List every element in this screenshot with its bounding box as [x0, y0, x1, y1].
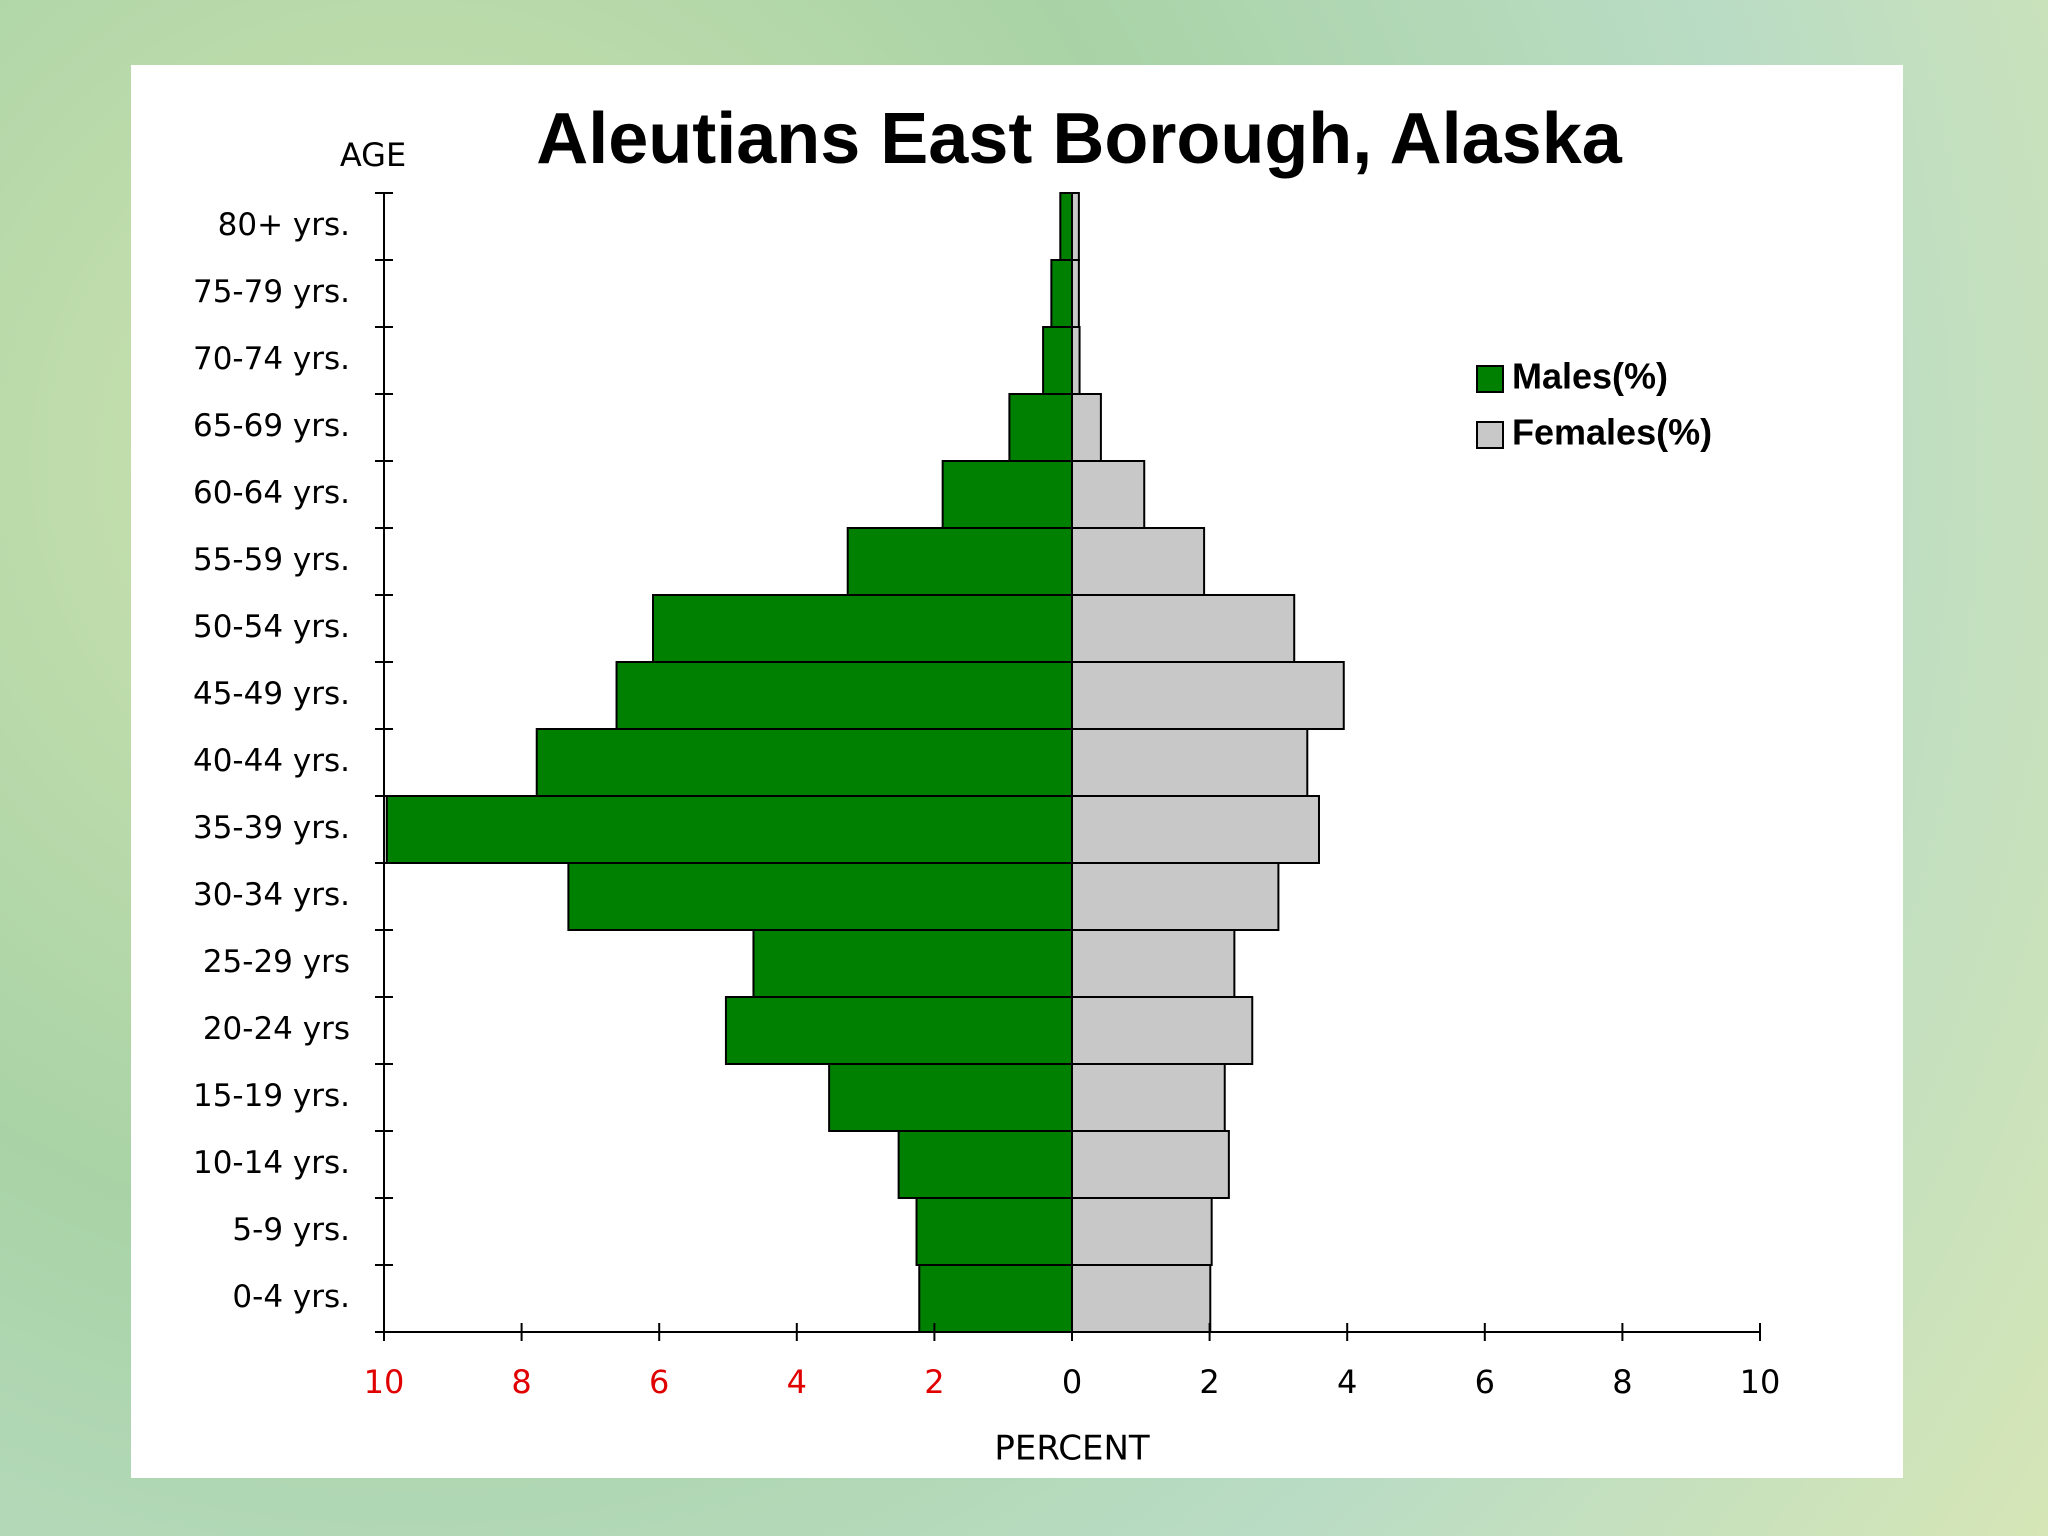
bar [1008, 393, 1074, 462]
y-tick-label: 80+ yrs. [218, 207, 350, 243]
bar [1071, 393, 1102, 462]
bar [846, 527, 1073, 596]
legend-swatch [1476, 421, 1504, 449]
y-tick-label: 55-59 yrs. [193, 542, 350, 578]
bar [1071, 594, 1296, 663]
y-tick-label: 0-4 yrs. [232, 1279, 350, 1315]
bar [828, 1063, 1073, 1132]
x-tick-label: 8 [1612, 1363, 1632, 1401]
bar [1071, 527, 1206, 596]
y-tick-label: 65-69 yrs. [193, 408, 350, 444]
bar [1071, 1264, 1212, 1333]
x-tick-label: 10 [1740, 1363, 1781, 1401]
bar [941, 460, 1073, 529]
bar [724, 996, 1073, 1065]
legend-label: Males(%) [1512, 356, 1668, 397]
legend-swatch [1476, 365, 1504, 393]
y-tick-label: 5-9 yrs. [232, 1212, 350, 1248]
y-tick-label: 75-79 yrs. [193, 274, 350, 310]
bar [1071, 929, 1236, 998]
y-tick-label: 50-54 yrs. [193, 609, 350, 645]
bar [1071, 795, 1320, 864]
x-tick-label: 6 [649, 1363, 669, 1401]
bar [615, 661, 1073, 730]
bar [1059, 192, 1073, 261]
y-tick-label: 25-29 yrs [203, 944, 350, 980]
y-tick-label: 45-49 yrs. [193, 676, 350, 712]
x-tick-label: 2 [924, 1363, 944, 1401]
y-tick-label: 70-74 yrs. [193, 341, 350, 377]
bar [385, 795, 1073, 864]
bar [1071, 661, 1345, 730]
bar [1071, 996, 1254, 1065]
y-tick-label: 30-34 yrs. [193, 877, 350, 913]
y-axis-label: AGE [340, 136, 406, 174]
x-tick-label: 4 [1337, 1363, 1357, 1401]
y-tick-label: 60-64 yrs. [193, 475, 350, 511]
bar [1071, 460, 1146, 529]
bar [652, 594, 1073, 663]
y-tick-label: 35-39 yrs. [193, 810, 350, 846]
y-tick-label: 40-44 yrs. [193, 743, 350, 779]
bar [1071, 192, 1080, 261]
bar [897, 1130, 1074, 1199]
bar [1071, 259, 1080, 328]
bar [567, 862, 1073, 931]
bar [1071, 326, 1081, 395]
bar [1071, 862, 1280, 931]
x-tick-label: 8 [511, 1363, 531, 1401]
x-tick-label: 2 [1199, 1363, 1219, 1401]
y-tick-label: 10-14 yrs. [193, 1145, 350, 1181]
y-tick-label: 20-24 yrs [203, 1011, 350, 1047]
x-axis-label: PERCENT [994, 1429, 1150, 1469]
bar [1071, 728, 1309, 797]
bar [918, 1264, 1073, 1333]
x-tick-label: 6 [1475, 1363, 1495, 1401]
y-tick-label: 15-19 yrs. [193, 1078, 350, 1114]
bar [1050, 259, 1073, 328]
bar [1042, 326, 1074, 395]
bar [752, 929, 1073, 998]
bar [915, 1197, 1074, 1266]
x-tick-label: 10 [364, 1363, 405, 1401]
legend-label: Females(%) [1512, 412, 1712, 453]
x-tick-label: 4 [787, 1363, 807, 1401]
bar [1071, 1197, 1213, 1266]
bar [1071, 1063, 1226, 1132]
chart-title: Aleutians East Borough, Alaska [536, 99, 1623, 179]
bar [1071, 1130, 1230, 1199]
bar [535, 728, 1073, 797]
x-tick-label: 0 [1062, 1363, 1082, 1401]
